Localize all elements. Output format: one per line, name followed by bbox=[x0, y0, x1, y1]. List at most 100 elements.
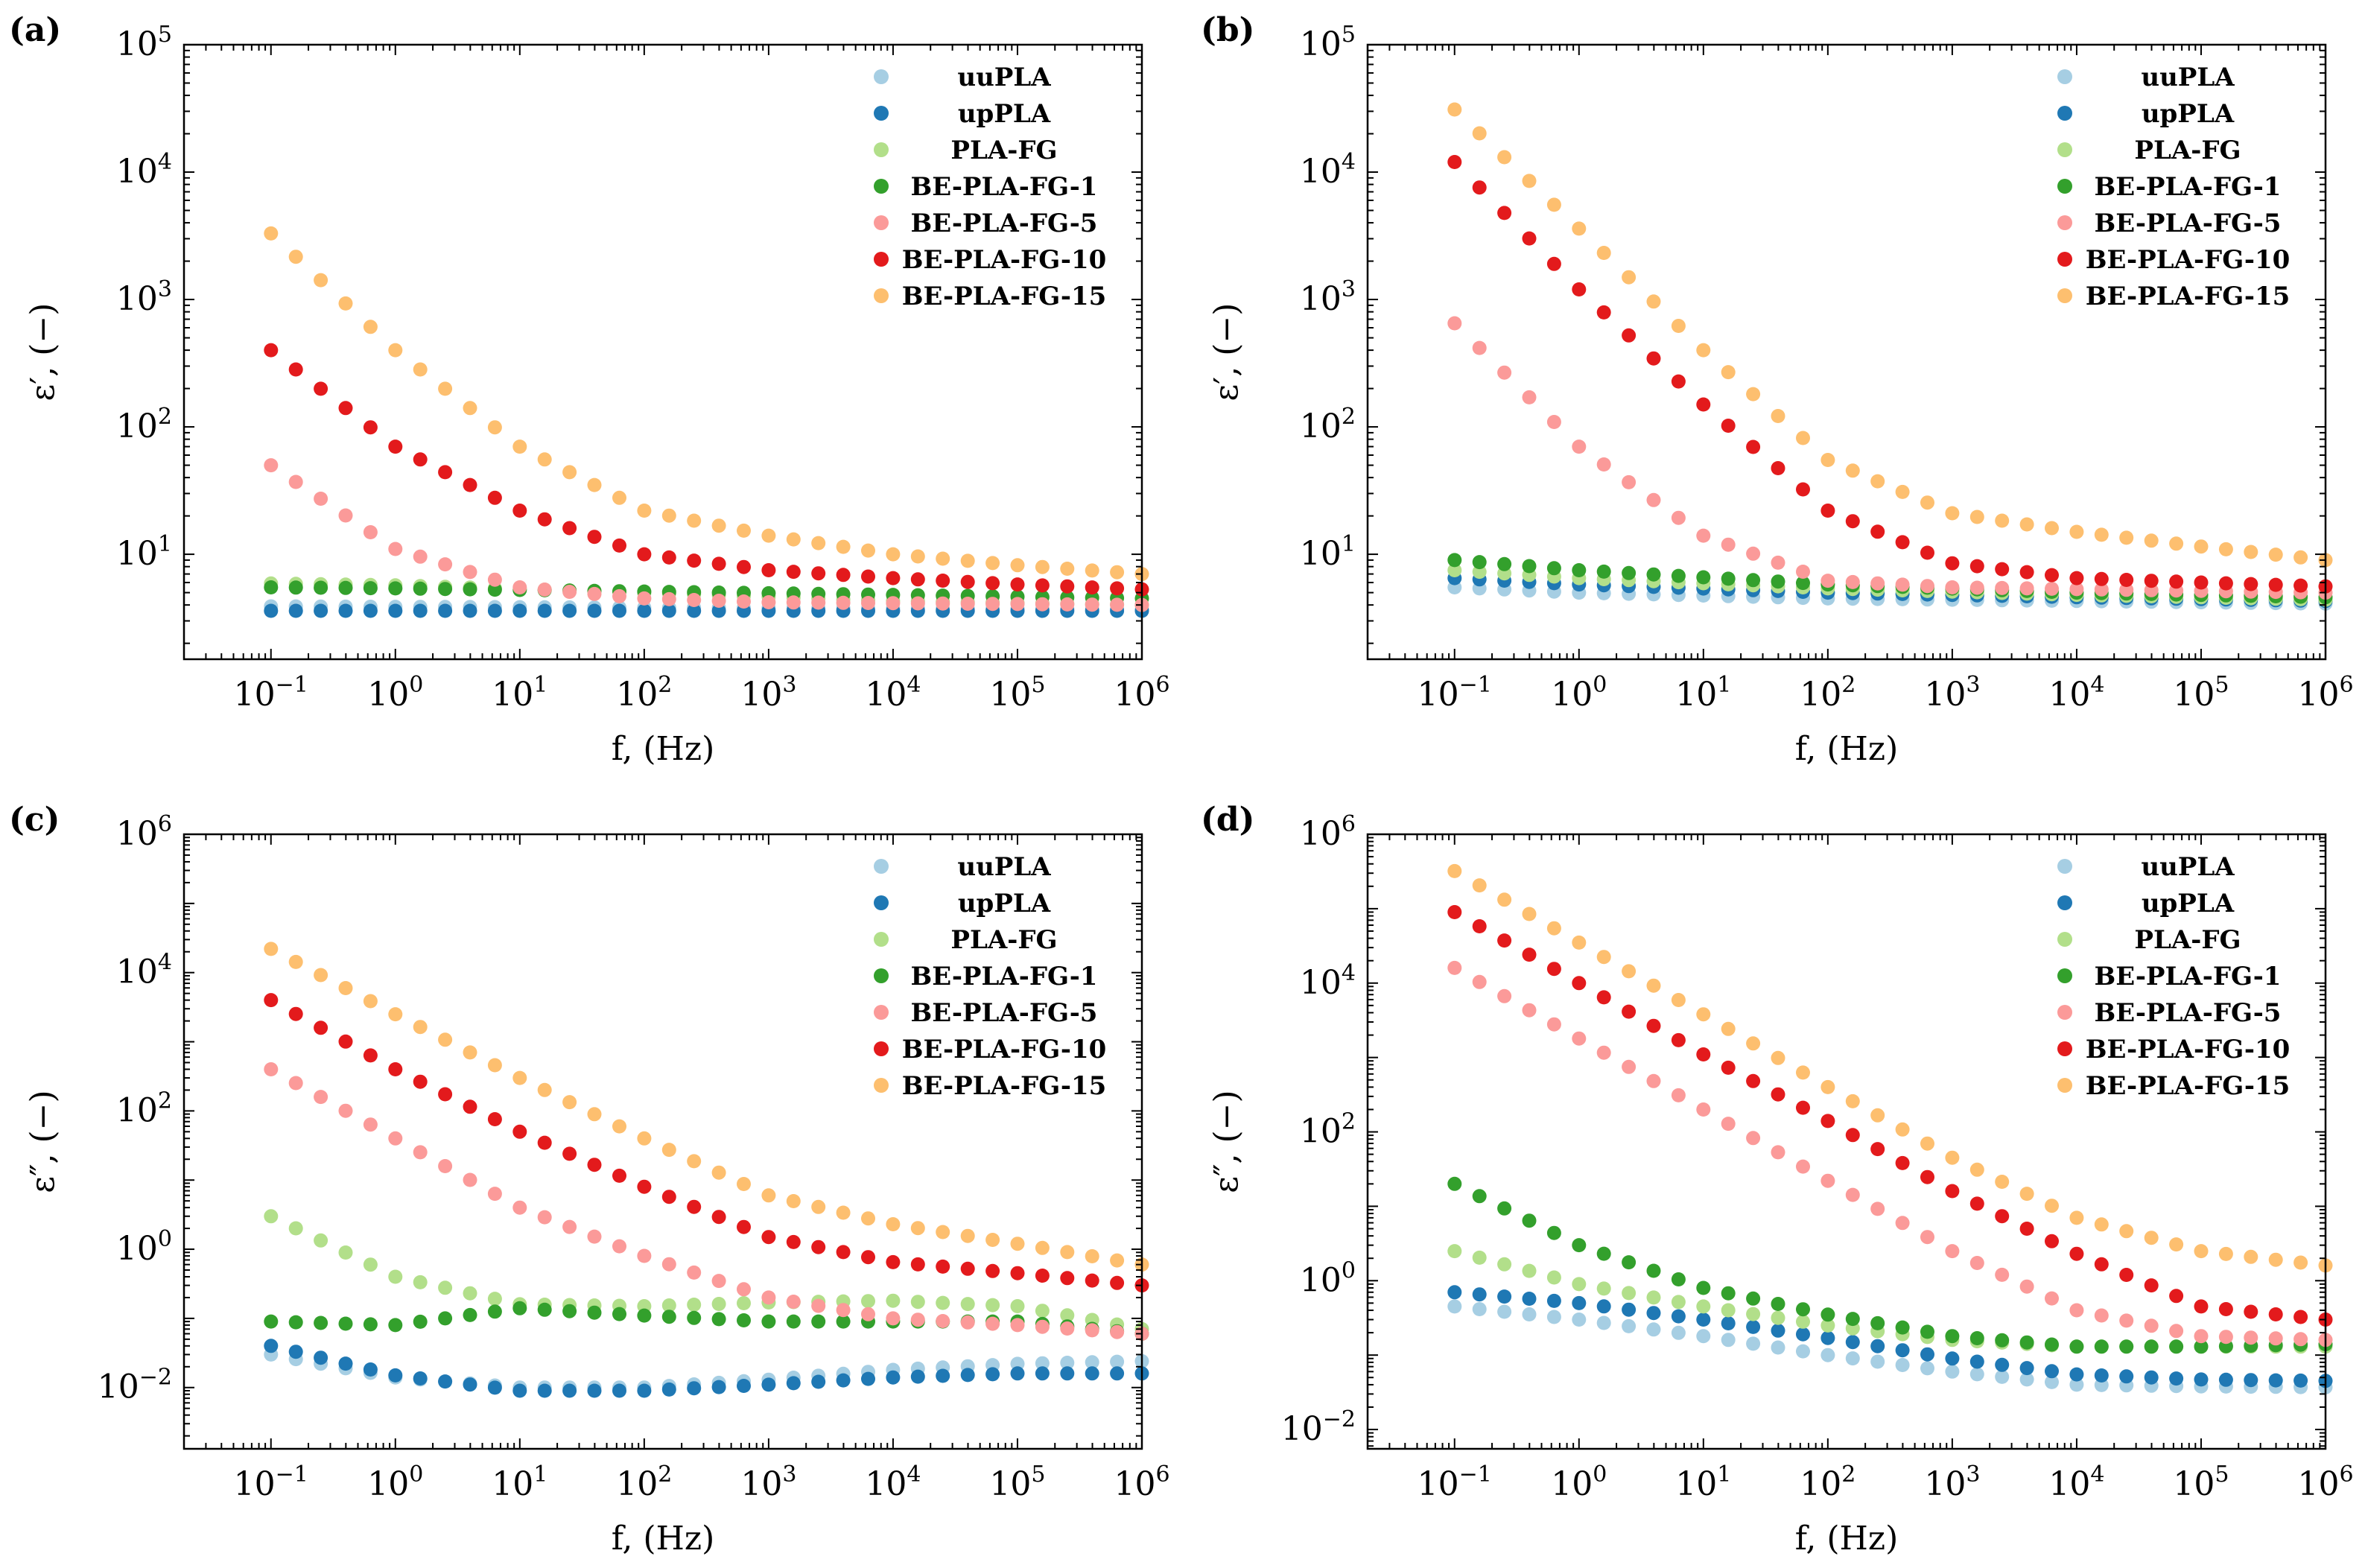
data-point bbox=[2244, 1373, 2258, 1388]
data-point bbox=[2218, 1372, 2233, 1387]
data-point bbox=[861, 1371, 875, 1386]
data-point bbox=[1746, 573, 1761, 588]
legend-marker bbox=[2057, 106, 2072, 121]
y-tick-label: 102 bbox=[1300, 404, 1356, 445]
data-point bbox=[1721, 537, 1736, 552]
x-tick-label: 106 bbox=[2297, 672, 2353, 714]
data-point bbox=[1447, 863, 1462, 878]
data-point bbox=[910, 1369, 925, 1384]
data-point bbox=[2069, 1367, 2084, 1382]
data-point bbox=[288, 474, 303, 489]
data-point bbox=[1771, 574, 1785, 589]
data-point bbox=[1447, 563, 1462, 577]
legend-marker bbox=[874, 932, 889, 947]
data-point bbox=[1771, 461, 1785, 475]
data-point bbox=[264, 343, 279, 358]
data-point bbox=[1646, 1322, 1661, 1337]
data-point bbox=[2268, 547, 2283, 562]
data-point bbox=[1522, 1307, 1537, 1321]
data-point bbox=[1010, 558, 1025, 573]
data-point bbox=[1820, 574, 1835, 588]
data-point bbox=[1085, 597, 1099, 612]
legend-marker bbox=[2057, 215, 2072, 230]
data-point bbox=[2169, 1371, 2184, 1386]
data-point bbox=[1447, 1299, 1462, 1314]
data-point bbox=[910, 1221, 925, 1236]
y-axis-title: ε″, (−) bbox=[1207, 1090, 1245, 1193]
y-ticks bbox=[1368, 834, 2326, 1447]
legend-label: uuPLA bbox=[957, 852, 1051, 882]
data-point bbox=[1035, 1240, 1050, 1255]
data-point bbox=[886, 1254, 901, 1269]
data-point bbox=[936, 1295, 950, 1310]
data-point bbox=[1497, 892, 1512, 907]
plot-frame bbox=[1366, 43, 2327, 661]
data-point bbox=[463, 582, 477, 597]
data-point bbox=[1870, 474, 1885, 489]
data-point bbox=[1995, 1267, 2010, 1282]
legend-label: BE-PLA-FG-15 bbox=[902, 1071, 1107, 1101]
data-point bbox=[786, 1376, 801, 1391]
data-point bbox=[463, 477, 477, 492]
data-point bbox=[687, 1199, 702, 1214]
data-point bbox=[1596, 1281, 1611, 1296]
data-point bbox=[786, 1295, 801, 1309]
data-point bbox=[1995, 562, 2010, 577]
data-point bbox=[388, 1318, 403, 1333]
legend-label: BE-PLA-FG-10 bbox=[2086, 245, 2291, 275]
data-point bbox=[413, 1371, 428, 1386]
data-point bbox=[1746, 1131, 1761, 1146]
data-point bbox=[537, 583, 552, 597]
data-point bbox=[2169, 1237, 2184, 1252]
data-point bbox=[1870, 1315, 1885, 1330]
data-point bbox=[985, 556, 1000, 571]
data-point bbox=[1497, 556, 1512, 571]
data-point bbox=[388, 1007, 403, 1022]
data-point bbox=[1671, 568, 1686, 583]
data-point bbox=[438, 1311, 453, 1326]
data-point bbox=[487, 603, 502, 618]
data-point bbox=[960, 1315, 975, 1330]
x-tick-label: 10−1 bbox=[234, 1461, 308, 1503]
data-point bbox=[761, 1188, 776, 1203]
data-point bbox=[1060, 1321, 1075, 1336]
data-point bbox=[1820, 1348, 1835, 1362]
data-point bbox=[1969, 559, 1984, 574]
data-point bbox=[661, 1190, 676, 1204]
data-point bbox=[1472, 126, 1487, 141]
panel-label: (d) bbox=[1201, 801, 1254, 839]
data-point bbox=[1969, 1367, 1984, 1382]
chart-panel-b: (b) 10−1 100 101 102 103 104 105 106 101 102 103 104… bbox=[1201, 11, 2354, 768]
data-point bbox=[1870, 1354, 1885, 1369]
data-point bbox=[1671, 510, 1686, 525]
data-point bbox=[1671, 993, 1686, 1007]
data-point bbox=[1572, 1295, 1587, 1310]
data-point bbox=[886, 571, 901, 585]
y-ticks bbox=[184, 44, 1142, 644]
x-tick-label: 105 bbox=[2173, 672, 2229, 714]
data-point bbox=[363, 1117, 378, 1132]
legend-marker bbox=[2057, 859, 2072, 874]
data-point bbox=[1721, 1303, 1736, 1318]
data-point bbox=[587, 1383, 602, 1398]
data-point bbox=[413, 452, 428, 467]
data-point bbox=[2144, 1339, 2159, 1354]
chart-panel-c: (c) 10−1 100 101 102 103 104 105 106 10−2 100 102 10… bbox=[9, 801, 1170, 1558]
data-point bbox=[288, 1221, 303, 1236]
data-point bbox=[1845, 1094, 1860, 1108]
legend-marker bbox=[874, 968, 889, 983]
data-point bbox=[1746, 1307, 1761, 1321]
legend: uuPLA upPLA PLA-FG BE-PLA-FG-1 BE-PLA-FG-5 BE… bbox=[874, 63, 1106, 311]
data-point bbox=[661, 591, 676, 606]
data-point bbox=[438, 381, 453, 396]
data-point bbox=[1035, 578, 1050, 593]
data-point bbox=[1085, 563, 1099, 578]
data-point bbox=[786, 565, 801, 580]
data-point bbox=[1622, 1286, 1637, 1301]
data-point bbox=[363, 994, 378, 1009]
x-tick-label: 105 bbox=[2173, 1461, 2229, 1503]
legend-label: PLA-FG bbox=[950, 136, 1057, 165]
data-point bbox=[1746, 1073, 1761, 1088]
legend-marker bbox=[2057, 69, 2072, 84]
